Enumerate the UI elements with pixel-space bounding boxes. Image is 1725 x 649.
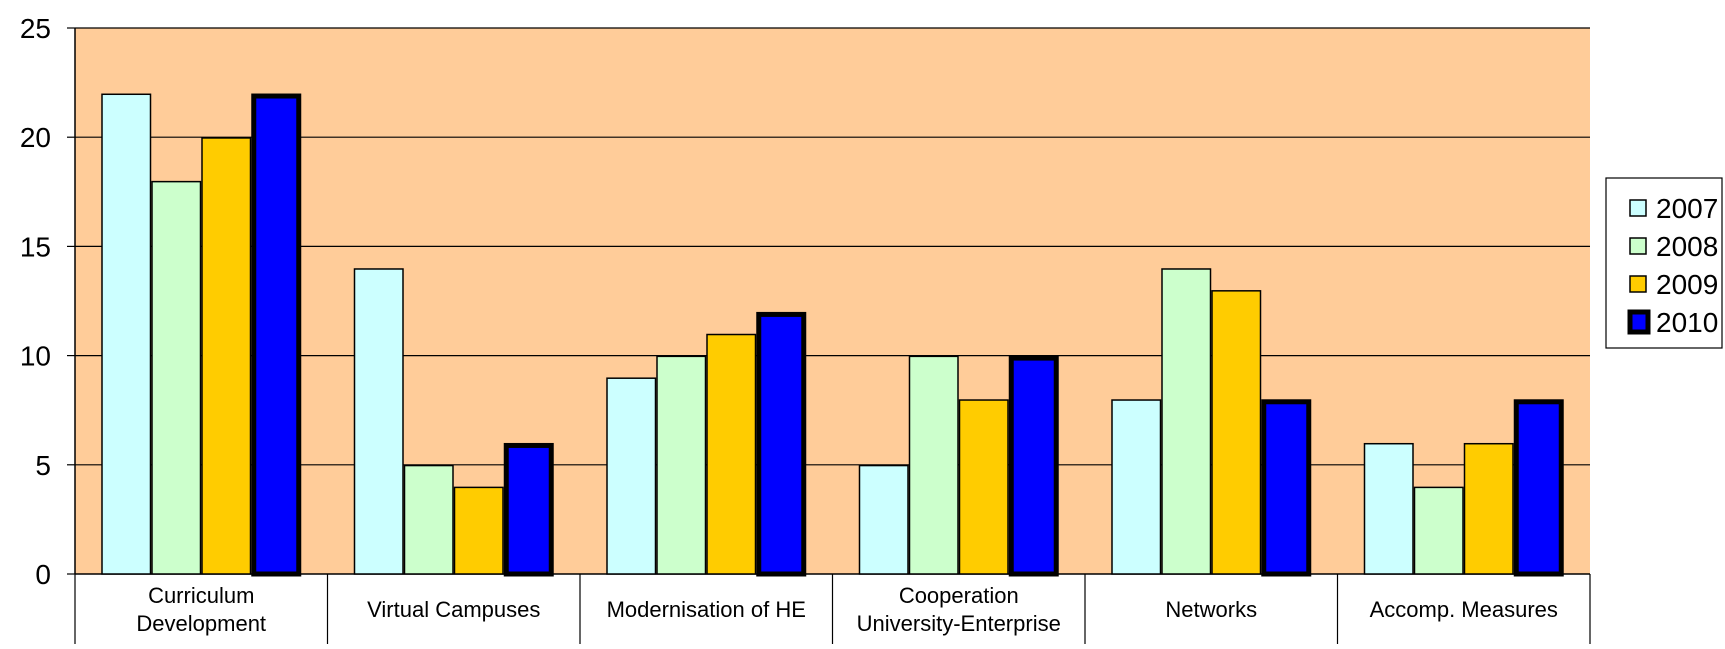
category-label: Cooperation	[899, 583, 1019, 608]
bar-2007	[858, 464, 909, 575]
legend-swatch-2009	[1629, 275, 1647, 293]
bar-2007	[1363, 442, 1414, 575]
legend-swatch-2008	[1629, 237, 1647, 255]
bar-2007	[101, 93, 152, 575]
bar-2009	[453, 486, 504, 575]
bar-2007	[1111, 399, 1162, 575]
y-tick-label: 20	[20, 122, 51, 153]
bar-2009	[1463, 442, 1514, 575]
bar-2008	[151, 180, 202, 575]
legend-swatch-2010	[1627, 309, 1651, 335]
bar-2007	[353, 268, 404, 575]
bar-2010	[251, 93, 302, 577]
bar-2009	[958, 399, 1009, 575]
bar-2010	[1513, 399, 1564, 577]
category-label: Development	[136, 611, 266, 636]
y-tick-label: 10	[20, 341, 51, 372]
legend-swatch-2007	[1629, 199, 1647, 217]
bar-2007	[606, 377, 657, 575]
legend-label: 2007	[1656, 193, 1718, 224]
bar-2009	[1211, 290, 1262, 575]
bar-2008	[1413, 486, 1464, 575]
bar-2009	[706, 333, 757, 575]
legend-label: 2009	[1656, 269, 1718, 300]
bar-2010	[1261, 399, 1312, 577]
bar-2009	[201, 137, 252, 575]
bar-2008	[908, 355, 959, 575]
y-tick-label: 25	[20, 13, 51, 44]
legend-label: 2010	[1656, 307, 1718, 338]
bar-2010	[1008, 355, 1059, 577]
bar-2008	[656, 355, 707, 575]
bar-2008	[1161, 268, 1212, 575]
bar-2010	[503, 442, 554, 577]
legend-label: 2008	[1656, 231, 1718, 262]
category-label: Accomp. Measures	[1370, 597, 1558, 622]
bar-2008	[403, 464, 454, 575]
category-label: Virtual Campuses	[367, 597, 540, 622]
plot-area	[75, 28, 1590, 574]
y-tick-label: 0	[35, 559, 51, 590]
y-tick-label: 15	[20, 231, 51, 262]
bar-2010	[756, 311, 807, 577]
category-label: Networks	[1165, 597, 1257, 622]
legend-box	[1605, 177, 1723, 349]
category-label: Modernisation of HE	[607, 597, 806, 622]
category-label: University-Enterprise	[857, 611, 1061, 636]
category-label: Curriculum	[148, 583, 254, 608]
y-tick-label: 5	[35, 450, 51, 481]
